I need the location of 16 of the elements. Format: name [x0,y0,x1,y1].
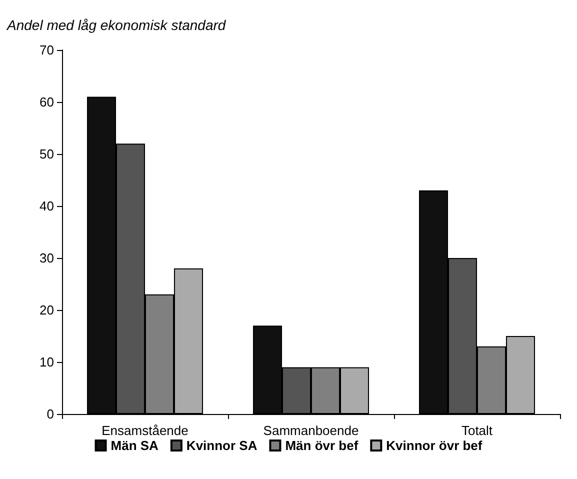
legend-label: Män övr bef [285,438,359,453]
y-tick-label: 40 [40,198,54,214]
x-tick-label: Sammanboende [263,423,359,438]
y-tick-label: 0 [46,406,54,422]
y-tick-label: 60 [40,94,54,110]
y-tick-label: 10 [40,354,54,370]
legend-label: Kvinnor SA [186,438,258,453]
y-tick-label: 30 [40,250,54,266]
y-tick-label: 50 [40,146,54,162]
legend-label: Kvinnor övr bef [386,438,483,453]
x-tick-label: Totalt [461,423,493,438]
y-axis-title: Andel med låg ekonomisk standard [6,17,227,33]
legend-label: Män SA [110,438,160,453]
y-tick-label: 70 [40,42,54,58]
y-tick-label: 20 [40,302,54,318]
x-tick-label: Ensamstående [102,423,188,438]
